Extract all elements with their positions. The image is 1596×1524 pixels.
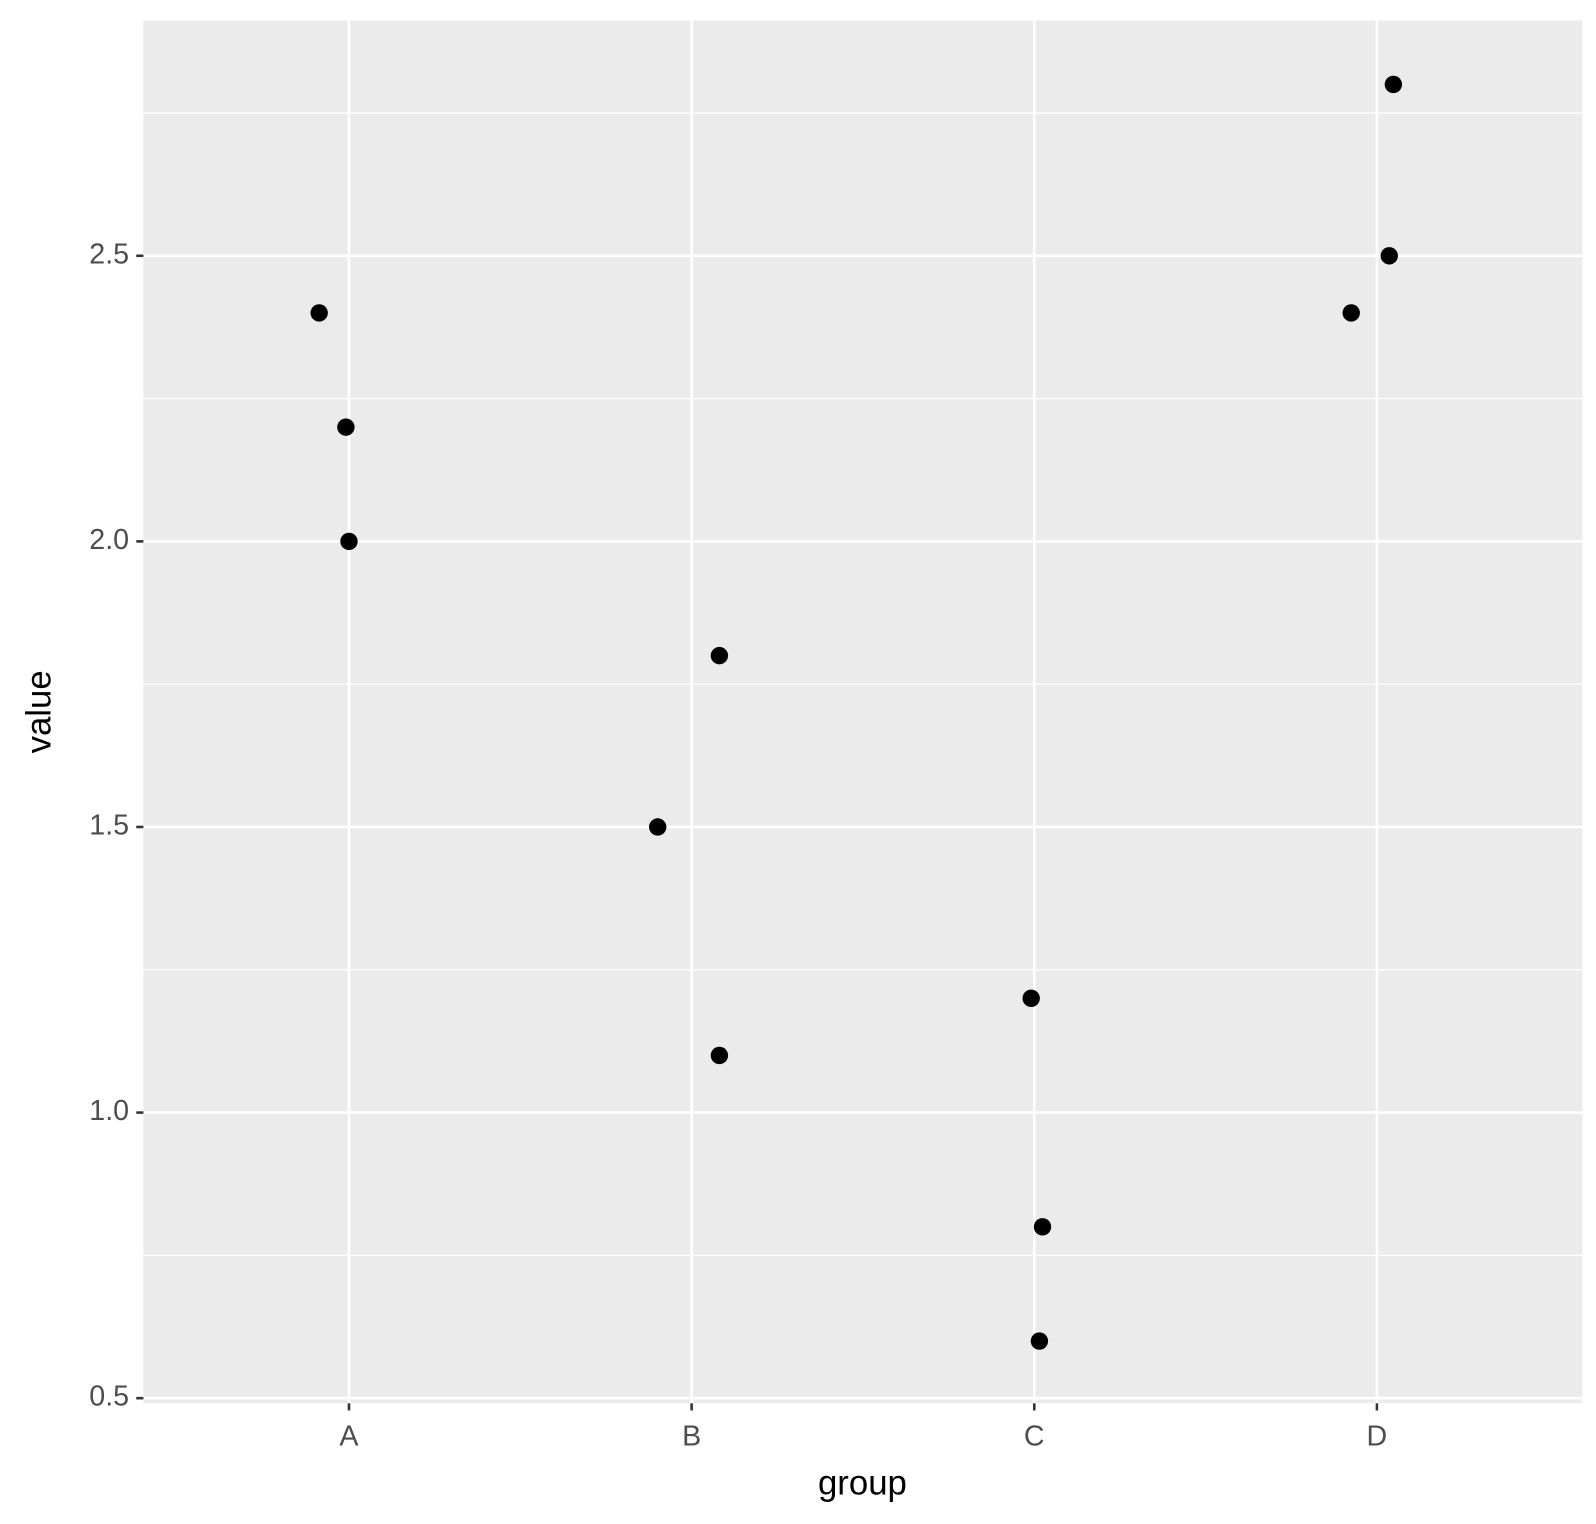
y-tick-label: 2.0 [89,524,129,556]
y-tick-label: 1.5 [89,810,129,842]
x-tick-label: D [1367,1421,1388,1453]
point [1380,247,1398,265]
point [1022,989,1040,1008]
y-axis-title: value [20,670,58,753]
y-tick-label: 2.5 [89,238,129,270]
point [1384,75,1403,94]
point [1033,1218,1052,1236]
point [710,1046,729,1065]
grid [143,20,1583,1404]
marks [310,75,1403,1350]
point [649,818,667,836]
y-tick-label: 0.5 [89,1381,129,1413]
point [1030,1332,1049,1350]
x-tick-label: A [339,1421,359,1453]
x-tick-label: B [682,1421,701,1453]
y-tick-label: 1.0 [89,1095,129,1127]
x-axis-title: group [818,1464,907,1502]
point [310,304,328,322]
point [337,418,355,436]
point [710,646,729,665]
panel [143,20,1583,1404]
point [340,532,358,551]
x-tick-label: C [1024,1421,1045,1453]
point [1342,304,1360,322]
